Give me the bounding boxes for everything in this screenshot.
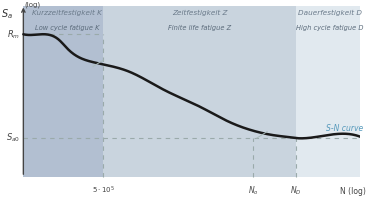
Polygon shape [23,7,104,177]
Text: Low cycle fatigue K: Low cycle fatigue K [35,25,99,31]
Text: Dauerfestigkeit D: Dauerfestigkeit D [297,10,361,16]
Text: S-N curve: S-N curve [326,125,363,133]
Text: (log): (log) [24,1,40,8]
Text: Zeitfestigkeit Z: Zeitfestigkeit Z [172,10,228,16]
Text: High cycle fatigue D: High cycle fatigue D [296,25,363,31]
Text: $5 \cdot 10^5$: $5 \cdot 10^5$ [92,185,115,196]
Text: $S_a$: $S_a$ [1,7,13,21]
Text: $S_{a0}$: $S_{a0}$ [6,132,20,144]
Polygon shape [296,7,370,177]
Text: $N_D$: $N_D$ [290,185,302,197]
Text: $N_o$: $N_o$ [248,185,259,197]
Text: $R_m$: $R_m$ [7,28,20,41]
Polygon shape [104,7,296,177]
Text: Kurzzeitfestigkeit K: Kurzzeitfestigkeit K [32,10,102,16]
Text: N (log): N (log) [340,187,366,196]
Text: Finite life fatigue Z: Finite life fatigue Z [168,25,231,31]
